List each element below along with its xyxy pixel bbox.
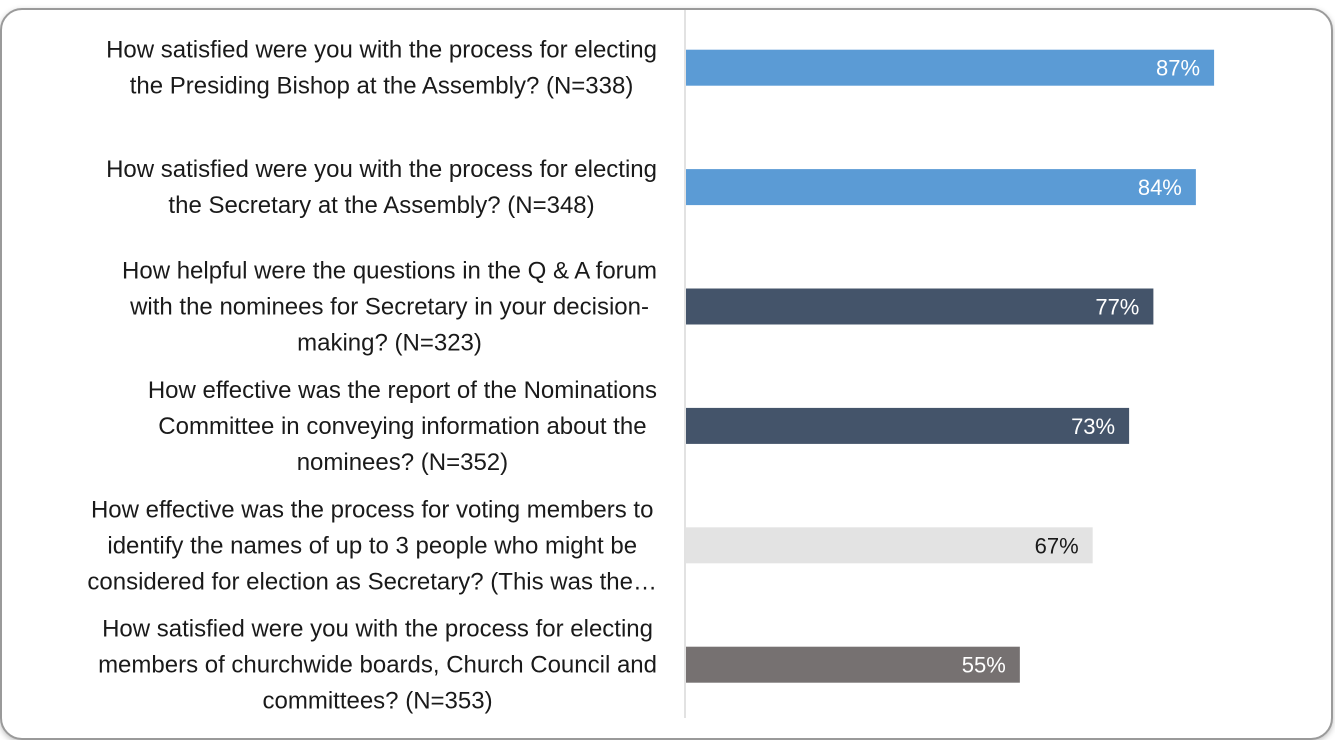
category-label: How satisfied were you with the process …: [102, 616, 653, 643]
category-label: How satisfied were you with the process …: [106, 156, 657, 183]
category-label: nominees? (N=352): [297, 449, 508, 476]
category-label: identify the names of up to 3 people who…: [107, 532, 637, 559]
bar-value-label: 77%: [1095, 295, 1139, 320]
bar: [686, 49, 1215, 86]
category-label: How effective was the process for voting…: [91, 496, 653, 523]
bar: [686, 169, 1196, 206]
bar-value-label: 84%: [1138, 175, 1182, 200]
chart-frame: [0, 8, 1333, 740]
bar: [686, 407, 1130, 444]
category-label: making? (N=323): [297, 330, 482, 357]
category-label: Committee in conveying information about…: [158, 413, 646, 440]
category-label: How effective was the report of the Nomi…: [148, 377, 657, 404]
category-label: the Secretary at the Assembly? (N=348): [168, 192, 594, 219]
bar-value-label: 67%: [1035, 533, 1079, 558]
category-label: considered for election as Secretary? (T…: [87, 568, 657, 595]
bar: [686, 646, 1020, 683]
category-label: with the nominees for Secretary in your …: [129, 294, 649, 321]
bar-value-label: 73%: [1071, 414, 1115, 439]
bars-group: 87% 84% 77% 73% 67% 55%: [686, 49, 1215, 683]
bar-value-label: 55%: [962, 653, 1006, 678]
category-label: How satisfied were you with the process …: [106, 37, 657, 64]
bar: [686, 527, 1093, 564]
bar-value-label: 87%: [1156, 56, 1200, 81]
category-label: the Presiding Bishop at the Assembly? (N…: [130, 73, 634, 100]
category-label: members of churchwide boards, Church Cou…: [98, 652, 657, 679]
category-label: committees? (N=353): [262, 688, 492, 715]
category-labels-group: How satisfied were you with the process …: [87, 37, 657, 715]
bar: [686, 288, 1154, 325]
category-label: How helpful were the questions in the Q …: [122, 258, 657, 285]
